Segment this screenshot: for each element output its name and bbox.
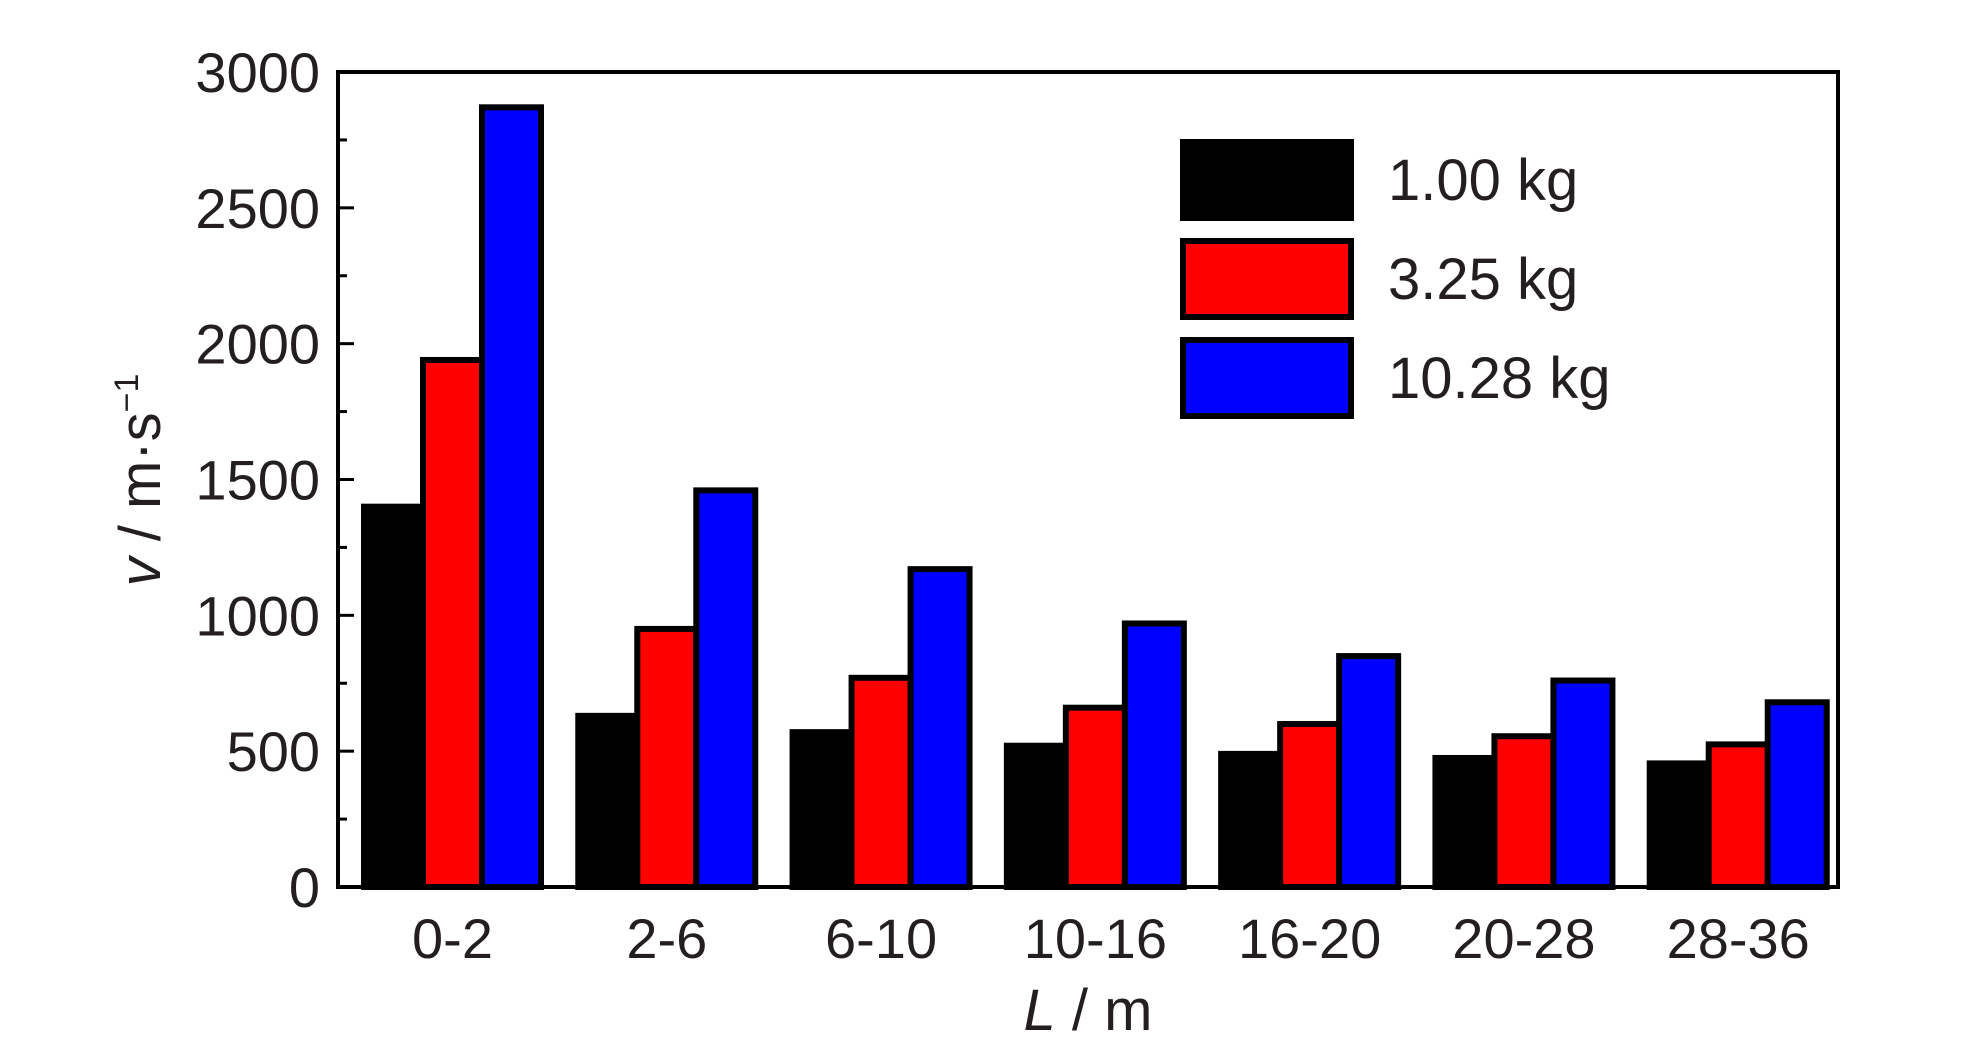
x-tick-label: 0-2 [412,907,493,970]
x-axis-title-symbol: L [1024,978,1056,1043]
y-axis: 0 500 1000 1500 2000 2500 3000 [195,41,354,919]
x-axis-title-unit: / m [1056,978,1153,1043]
bar-10-28-kg-6-10 [907,566,973,891]
bar-10-28-kg-2-6 [693,487,759,890]
bar-3-25-kg-28-36 [1705,741,1771,890]
bar-1-00-kg-28-36 [1646,760,1712,890]
y-tick-label: 2000 [195,313,320,376]
y-axis-title-exponent: −1 [108,374,146,413]
bar-3-25-kg-2-6 [634,625,700,891]
bar-3-25-kg-16-20 [1277,721,1343,890]
x-axis-title: L / m [1024,978,1153,1043]
y-tick-label: 3000 [195,41,320,104]
bar-10-28-kg-0-2 [479,104,544,891]
bar-1-00-kg-16-20 [1218,750,1284,891]
legend-swatch [1180,337,1354,419]
legend-label: 1.00 kg [1388,148,1578,213]
x-tick-label: 28-36 [1667,907,1810,970]
bar-1-00-kg-20-28 [1432,754,1498,890]
bar-10-28-kg-20-28 [1550,677,1616,890]
bar-10-28-kg-16-20 [1336,653,1402,890]
legend: 1.00 kg 3.25 kg 10.28 kg [1180,139,1611,419]
y-tick-label: 500 [227,720,320,783]
bars-group [361,104,1830,891]
bar-1-00-kg-6-10 [789,729,855,891]
legend-swatch [1180,238,1354,320]
x-tick-label: 16-20 [1238,907,1381,970]
y-tick-label: 1000 [195,584,320,647]
y-axis-title: v / m·s−1 [108,374,173,587]
x-axis: 0-2 2-6 6-10 10-16 16-20 20-28 28-36 [412,907,1810,970]
bar-10-28-kg-28-36 [1764,699,1830,890]
bar-1-00-kg-0-2 [361,503,426,890]
y-axis-title-symbol: v [108,554,173,586]
bar-3-25-kg-0-2 [420,356,485,890]
legend-label: 10.28 kg [1388,346,1611,411]
legend-label: 3.25 kg [1388,247,1578,312]
x-tick-label: 2-6 [626,907,707,970]
bar-3-25-kg-20-28 [1491,733,1557,890]
x-tick-label: 6-10 [825,907,937,970]
y-axis-title-unit: / m·s [108,412,173,557]
y-tick-label: 0 [289,856,320,919]
bar-3-25-kg-6-10 [848,674,914,890]
y-tick-label: 2500 [195,177,320,240]
bar-3-25-kg-10-16 [1062,704,1128,891]
legend-swatch [1180,139,1354,221]
bar-1-00-kg-10-16 [1003,742,1069,890]
x-tick-label: 20-28 [1452,907,1595,970]
y-tick-label: 1500 [195,449,320,512]
bar-10-28-kg-10-16 [1121,620,1187,890]
x-tick-label: 10-16 [1024,907,1167,970]
bar-1-00-kg-2-6 [575,712,641,890]
